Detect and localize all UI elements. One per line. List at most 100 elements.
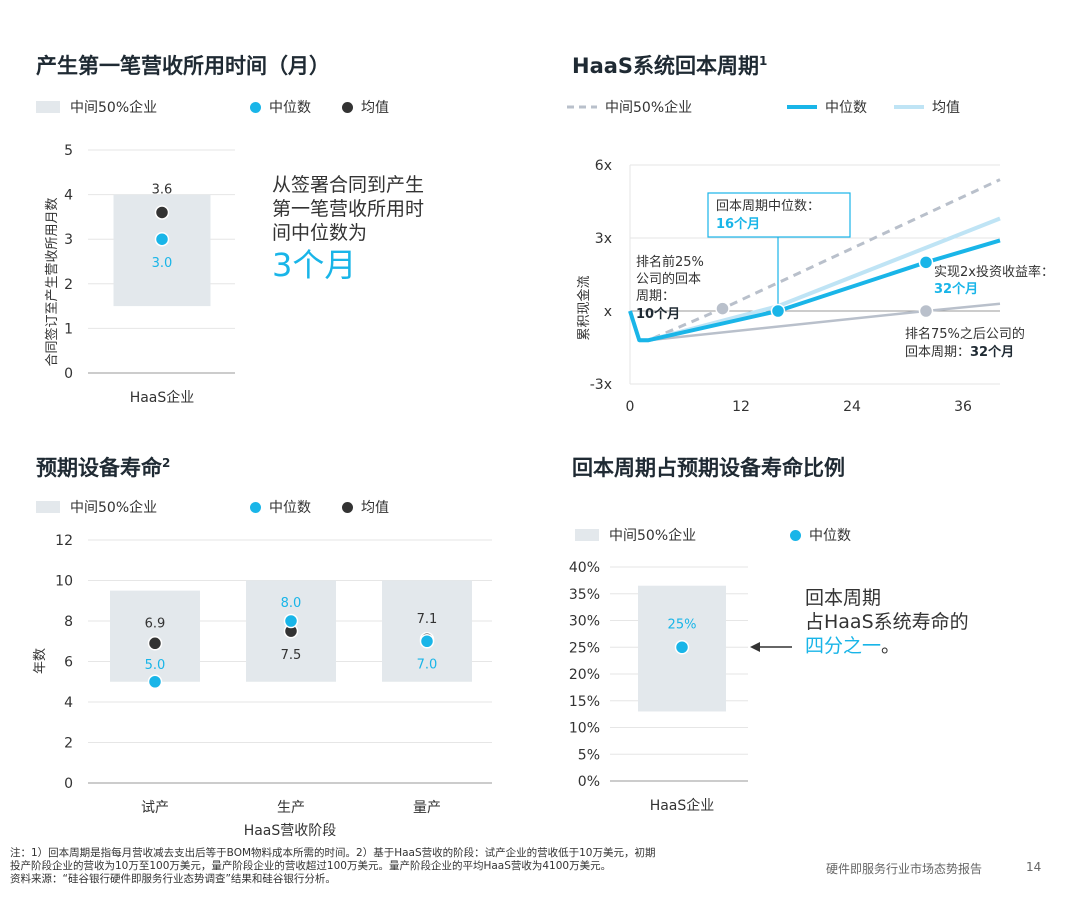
category-label: HaaS企业 — [650, 797, 715, 814]
y-tick-label: 30% — [569, 614, 600, 630]
mean-value-label: 7.1 — [417, 612, 438, 627]
y-tick-label: 3 — [64, 232, 73, 248]
y-tick-label: 25% — [569, 640, 600, 656]
median-dot — [283, 613, 299, 629]
median-value-label: 3.0 — [152, 256, 173, 271]
payback-series-line — [628, 238, 1001, 343]
median-callout-line2: 16个月 — [716, 216, 760, 232]
y-tick-label: 5 — [64, 143, 73, 159]
callout-accent: 四分之一 — [805, 635, 882, 657]
mean-value-label: 6.9 — [145, 616, 166, 631]
panel3-title: 预期设备寿命2 — [36, 456, 171, 480]
y-tick-label: 12 — [55, 533, 73, 549]
panel2-title: HaaS系统回本周期1 — [572, 54, 768, 78]
y-tick-label: x — [604, 304, 612, 320]
chart-time-to-revenue: 0 1 2 3 4 5 3.0 3.6 HaaS企业 合同签订至产生营收所用月数 — [44, 143, 235, 406]
y-tick-label: 8 — [64, 614, 73, 630]
x-tick-label: 0 — [626, 399, 635, 415]
panel3-legend-mean: 均值 — [342, 497, 389, 517]
y-tick-label: 15% — [569, 694, 600, 710]
panel1-title: 产生第一笔营收所用时间（月） — [36, 54, 330, 78]
milestone-marker — [918, 303, 934, 319]
y-tick-label: 0 — [64, 776, 73, 792]
panel3-legend-median: 中位数 — [250, 497, 311, 517]
y-tick-label: 6 — [64, 655, 73, 671]
callout-big-value: 3个月 — [272, 246, 357, 284]
y-tick-label: 4 — [64, 188, 73, 204]
category-label: 生产 — [277, 800, 305, 816]
y-axis-label: 累积现金流 — [576, 275, 592, 340]
x-tick-label: 12 — [732, 399, 750, 415]
y-tick-label: 5% — [578, 747, 600, 763]
mean-dot-icon — [342, 501, 353, 513]
panel1-legend-mean: 均值 — [342, 97, 389, 117]
roi-line1: 实现2x投资收益率： — [934, 264, 1054, 280]
y-tick-label: 40% — [569, 560, 600, 576]
bottom75-line2: 回本周期：32个月 — [905, 344, 1014, 360]
light-line-icon — [894, 105, 924, 109]
range-swatch — [575, 529, 599, 541]
y-tick-label: 0 — [64, 366, 73, 382]
median-value-label: 25% — [668, 617, 697, 632]
y-tick-label: 2 — [64, 736, 73, 752]
report-name: 硬件即服务行业市场态势报告 — [826, 862, 983, 876]
panel1-legend-range: 中间50%企业 — [36, 97, 157, 117]
arrow-left-icon — [750, 642, 792, 652]
mean-value-label: 3.6 — [152, 182, 173, 197]
median-value-label: 7.0 — [417, 657, 438, 672]
median-dot — [419, 634, 435, 649]
range-swatch — [36, 501, 60, 513]
y-tick-label: 20% — [569, 667, 600, 683]
mean-dot — [147, 636, 163, 651]
panel4-callout: 回本周期 占HaaS系统寿命的 四分之一。 — [805, 587, 969, 657]
panel4-legend-range: 中间50%企业 — [575, 525, 696, 545]
bottom75-line1: 排名75%之后公司的 — [905, 326, 1025, 342]
panel3-legend-range: 中间50%企业 — [36, 497, 157, 517]
y-tick-label: 3x — [595, 231, 612, 247]
top25-line4: 10个月 — [636, 306, 680, 322]
y-tick-label: 10% — [569, 721, 600, 737]
range-swatch — [36, 101, 60, 113]
median-dot-icon — [250, 501, 261, 513]
x-axis-label: HaaS营收阶段 — [244, 823, 337, 839]
median-dot-icon — [790, 529, 801, 541]
median-dot — [147, 674, 163, 689]
panel2-legend-mean: 均值 — [894, 97, 960, 117]
top25-line1: 排名前25% — [636, 254, 704, 270]
panel1-legend-median: 中位数 — [250, 97, 311, 117]
category-label: 试产 — [141, 800, 169, 816]
panel4-legend-median: 中位数 — [790, 525, 851, 545]
bold-line-icon — [787, 105, 817, 109]
median-value-label: 5.0 — [145, 658, 166, 673]
panel2-legend-median: 中位数 — [787, 97, 867, 117]
milestone-marker — [918, 255, 934, 270]
x-tick-label: 36 — [954, 399, 972, 415]
median-value-label: 8.0 — [281, 596, 302, 611]
mean-dot — [154, 205, 170, 220]
y-axis-label: 合同签订至产生营收所用月数 — [44, 197, 60, 366]
median-callout-line1: 回本周期中位数： — [716, 199, 820, 214]
median-dot-icon — [250, 101, 261, 113]
milestone-marker — [715, 301, 730, 316]
footnote: 注：1）回本周期是指每月营收减去支出后等于BOM物料成本所需的时间。2）基于Ha… — [10, 847, 656, 885]
chart-payback-period: -3x x 3x 6x 0 12 24 36 累积现金流 回本周期中位数： 16个月 排名前2… — [576, 158, 1054, 415]
y-tick-label: -3x — [590, 377, 612, 393]
y-tick-label: 2 — [64, 277, 73, 293]
panel4-title: 回本周期占预期设备寿命比例 — [572, 456, 845, 480]
top25-line3: 周期： — [636, 289, 675, 304]
y-tick-label: 6x — [595, 158, 612, 174]
y-tick-label: 10 — [55, 574, 73, 590]
dashed-line-icon — [567, 105, 597, 109]
median-callout-box — [707, 192, 851, 238]
y-axis-label: 年数 — [33, 648, 48, 674]
median-dot — [154, 231, 170, 247]
mean-value-label: 7.5 — [281, 648, 302, 663]
mean-dot-icon — [342, 101, 353, 113]
y-tick-label: 1 — [64, 321, 73, 337]
milestone-marker — [770, 303, 786, 319]
chart-payback-share: 0% 5% 10% 15% 20% 25% 30% 35% 40% 25% HaaS企业 — [569, 560, 748, 814]
chart-equipment-life: 0 2 4 6 8 10 12 5.0 6.9 8.0 7.5 7.0 7.1 试产 生产 量产 年数 H… — [33, 533, 492, 839]
roi-line2: 32个月 — [934, 281, 978, 297]
top25-line2: 公司的回本 — [636, 271, 701, 287]
category-label: 量产 — [413, 800, 441, 816]
